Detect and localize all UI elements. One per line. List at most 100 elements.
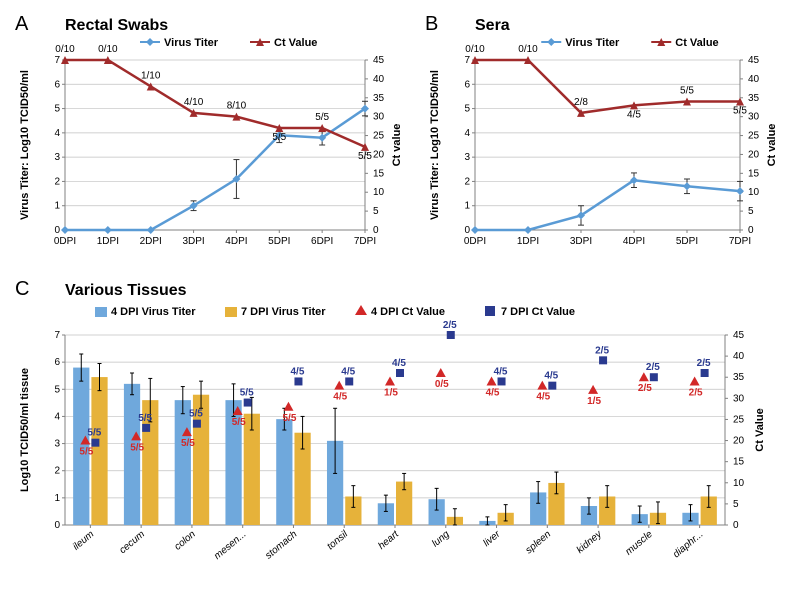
svg-text:stomach: stomach xyxy=(263,529,299,562)
svg-text:4: 4 xyxy=(464,128,470,139)
svg-text:2DPI: 2DPI xyxy=(140,236,162,247)
svg-text:tonsil: tonsil xyxy=(325,528,351,552)
svg-text:15: 15 xyxy=(373,168,385,179)
svg-text:Rectal Swabs: Rectal Swabs xyxy=(65,17,168,34)
svg-text:Various Tissues: Various Tissues xyxy=(65,282,187,299)
svg-text:45: 45 xyxy=(733,330,745,341)
svg-text:35: 35 xyxy=(748,93,760,104)
svg-text:2/5: 2/5 xyxy=(595,345,609,356)
svg-text:Ct value: Ct value xyxy=(391,124,403,167)
svg-text:40: 40 xyxy=(748,74,760,85)
svg-text:ileum: ileum xyxy=(71,529,96,553)
svg-text:4/5: 4/5 xyxy=(341,366,355,377)
svg-text:2: 2 xyxy=(464,176,470,187)
svg-text:3: 3 xyxy=(54,439,60,450)
svg-text:mesen...: mesen... xyxy=(212,529,248,562)
svg-text:liver: liver xyxy=(481,528,503,549)
svg-text:0: 0 xyxy=(464,225,470,236)
svg-text:35: 35 xyxy=(733,372,745,383)
svg-text:0: 0 xyxy=(733,520,739,531)
svg-text:A: A xyxy=(15,13,29,35)
svg-text:5/5: 5/5 xyxy=(315,112,329,123)
svg-text:kidney: kidney xyxy=(575,528,605,556)
svg-text:colon: colon xyxy=(172,529,198,553)
svg-text:Sera: Sera xyxy=(475,17,510,34)
svg-text:5DPI: 5DPI xyxy=(268,236,290,247)
svg-text:6: 6 xyxy=(464,79,470,90)
svg-text:6: 6 xyxy=(54,79,60,90)
svg-text:5/5: 5/5 xyxy=(680,86,694,97)
svg-text:heart: heart xyxy=(376,528,401,552)
panel-c-chart: CVarious Tissues4 DPI Virus Titer7 DPI V… xyxy=(10,275,775,595)
svg-text:1DPI: 1DPI xyxy=(97,236,119,247)
svg-text:5/5: 5/5 xyxy=(130,442,144,453)
svg-text:5: 5 xyxy=(748,206,754,217)
svg-text:4/10: 4/10 xyxy=(184,97,204,108)
svg-text:5: 5 xyxy=(54,384,60,395)
svg-text:1/10: 1/10 xyxy=(141,70,161,81)
svg-text:45: 45 xyxy=(373,55,385,66)
svg-text:2/8: 2/8 xyxy=(574,97,588,108)
svg-text:1: 1 xyxy=(54,201,60,212)
svg-text:7: 7 xyxy=(464,55,470,66)
svg-text:1: 1 xyxy=(54,493,60,504)
svg-text:0: 0 xyxy=(748,225,754,236)
svg-text:0/5: 0/5 xyxy=(435,379,449,390)
svg-text:6DPI: 6DPI xyxy=(311,236,333,247)
svg-text:6: 6 xyxy=(54,357,60,368)
svg-text:spleen: spleen xyxy=(524,529,554,557)
svg-text:diaphr...: diaphr... xyxy=(671,529,705,560)
svg-text:7: 7 xyxy=(54,55,60,66)
svg-text:45: 45 xyxy=(748,55,760,66)
svg-text:5: 5 xyxy=(54,104,60,115)
svg-text:cecum: cecum xyxy=(117,529,147,556)
svg-text:Virus Titer: Virus Titer xyxy=(164,37,219,49)
svg-text:35: 35 xyxy=(373,93,385,104)
svg-text:8/10: 8/10 xyxy=(227,101,247,112)
svg-text:5: 5 xyxy=(373,206,379,217)
svg-text:10: 10 xyxy=(748,187,760,198)
svg-text:2/5: 2/5 xyxy=(697,358,711,369)
svg-text:2/5: 2/5 xyxy=(443,320,457,331)
svg-text:3DPI: 3DPI xyxy=(570,236,592,247)
svg-text:4: 4 xyxy=(54,128,60,139)
svg-text:Log10 TCID50/ml tissue: Log10 TCID50/ml tissue xyxy=(19,368,31,492)
svg-text:4/5: 4/5 xyxy=(536,392,550,403)
svg-text:0/10: 0/10 xyxy=(518,44,538,55)
svg-text:5/5: 5/5 xyxy=(232,417,246,428)
svg-text:5DPI: 5DPI xyxy=(676,236,698,247)
svg-text:0/10: 0/10 xyxy=(55,44,75,55)
svg-text:Ct Value: Ct Value xyxy=(754,408,766,451)
svg-text:5/5: 5/5 xyxy=(283,413,297,424)
svg-text:7: 7 xyxy=(54,330,60,341)
svg-text:0: 0 xyxy=(54,225,60,236)
svg-text:40: 40 xyxy=(373,74,385,85)
svg-text:5/5: 5/5 xyxy=(358,151,372,162)
svg-text:4 DPI Ct Value: 4 DPI Ct Value xyxy=(371,306,445,318)
svg-text:7 DPI Ct Value: 7 DPI Ct Value xyxy=(501,306,575,318)
svg-text:0: 0 xyxy=(54,520,60,531)
svg-text:2/5: 2/5 xyxy=(646,362,660,373)
svg-text:3: 3 xyxy=(54,152,60,163)
svg-text:B: B xyxy=(425,13,438,35)
svg-text:1: 1 xyxy=(464,201,470,212)
svg-text:lung: lung xyxy=(430,529,452,550)
svg-text:7 DPI Virus Titer: 7 DPI Virus Titer xyxy=(241,306,326,318)
svg-text:4/5: 4/5 xyxy=(291,366,305,377)
svg-text:20: 20 xyxy=(733,436,745,447)
panel-a-chart: ARectal SwabsVirus TiterCt Value01234567… xyxy=(10,10,410,270)
svg-text:1DPI: 1DPI xyxy=(517,236,539,247)
svg-text:muscle: muscle xyxy=(623,529,655,558)
svg-text:Ct Value: Ct Value xyxy=(675,37,718,49)
svg-text:40: 40 xyxy=(733,351,745,362)
svg-text:5: 5 xyxy=(464,104,470,115)
svg-text:4: 4 xyxy=(54,411,60,422)
svg-text:0DPI: 0DPI xyxy=(54,236,76,247)
svg-text:20: 20 xyxy=(373,149,385,160)
svg-text:15: 15 xyxy=(733,457,745,468)
svg-text:1/5: 1/5 xyxy=(587,396,601,407)
svg-text:Virus Titer: Log10 TCID50/ml: Virus Titer: Log10 TCID50/ml xyxy=(429,70,441,220)
svg-text:4/5: 4/5 xyxy=(544,371,558,382)
svg-text:C: C xyxy=(15,278,29,300)
svg-text:3DPI: 3DPI xyxy=(182,236,204,247)
